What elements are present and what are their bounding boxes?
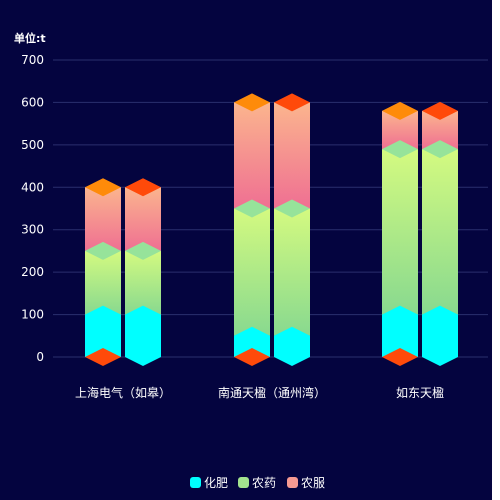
legend-label: 农服	[301, 476, 325, 490]
bar-bottom-cap	[85, 348, 121, 366]
bar-segment	[382, 149, 418, 315]
bar-stack	[382, 101, 418, 366]
segment-joint	[274, 199, 310, 218]
bar-top-cap	[234, 93, 270, 112]
legend-label: 化肥	[204, 476, 228, 490]
bar-segment	[234, 208, 270, 336]
bar-top-cap	[274, 93, 310, 112]
legend-item[interactable]: 农服	[287, 476, 325, 490]
segment-joint	[274, 326, 310, 345]
bar-bottom-cap	[234, 348, 270, 366]
segment-joint	[125, 241, 161, 260]
bar-bottom-cap	[422, 357, 458, 366]
bar-top-cap	[422, 101, 458, 120]
bar-segment	[422, 149, 458, 315]
category-label: 南通天楹（通州湾）	[218, 385, 326, 400]
category-label: 如东天楹	[396, 385, 444, 400]
y-tick-label: 200	[21, 265, 44, 279]
legend-swatch	[287, 477, 298, 488]
unit-label: 单位:t	[14, 31, 46, 45]
bar-segment	[274, 335, 310, 357]
segment-joint	[85, 241, 121, 260]
y-tick-label: 100	[21, 308, 44, 322]
bar-stack	[422, 101, 458, 366]
segment-joint	[422, 140, 458, 159]
bar-bottom-cap	[382, 348, 418, 366]
legend-item[interactable]: 农药	[238, 476, 276, 490]
y-tick-label: 400	[21, 180, 44, 194]
bar-segment	[234, 335, 270, 357]
bar-segment	[234, 102, 270, 209]
legend-label: 农药	[252, 476, 276, 490]
segment-joint	[382, 140, 418, 159]
x-axis-categories: 上海电气（如皋） 南通天楹（通州湾） 如东天楹	[75, 385, 444, 400]
bars	[85, 93, 458, 366]
segment-joint	[125, 305, 161, 324]
segment-joint	[382, 305, 418, 324]
bar-segment	[125, 187, 161, 251]
bar-stack	[85, 178, 121, 366]
bar-segment	[85, 187, 121, 251]
segment-joint	[422, 305, 458, 324]
bar-stack	[234, 93, 270, 366]
legend-item[interactable]: 化肥	[190, 476, 228, 490]
segment-joint	[234, 326, 270, 345]
bar-segment	[274, 102, 310, 209]
legend[interactable]: 化肥 农药 农服	[190, 476, 325, 490]
y-tick-label: 500	[21, 138, 44, 152]
segment-joint	[85, 305, 121, 324]
y-tick-label: 300	[21, 223, 44, 237]
bar-top-cap	[382, 101, 418, 120]
bar-stack	[125, 178, 161, 366]
legend-swatch	[238, 477, 249, 488]
bar-bottom-cap	[125, 357, 161, 366]
legend-swatch	[190, 477, 201, 488]
bar-top-cap	[125, 178, 161, 197]
category-label: 上海电气（如皋）	[75, 385, 171, 400]
y-tick-label: 600	[21, 95, 44, 109]
bar-top-cap	[85, 178, 121, 197]
bar-segment	[274, 208, 310, 336]
y-tick-label: 700	[21, 53, 44, 67]
bar-segment	[125, 250, 161, 315]
y-axis-ticks: 0 100 200 300 400 500 600 700	[21, 53, 44, 364]
y-tick-label: 0	[36, 350, 44, 364]
bar-bottom-cap	[274, 357, 310, 366]
bar-segment	[85, 250, 121, 315]
bar-stack	[274, 93, 310, 366]
segment-joint	[234, 199, 270, 218]
